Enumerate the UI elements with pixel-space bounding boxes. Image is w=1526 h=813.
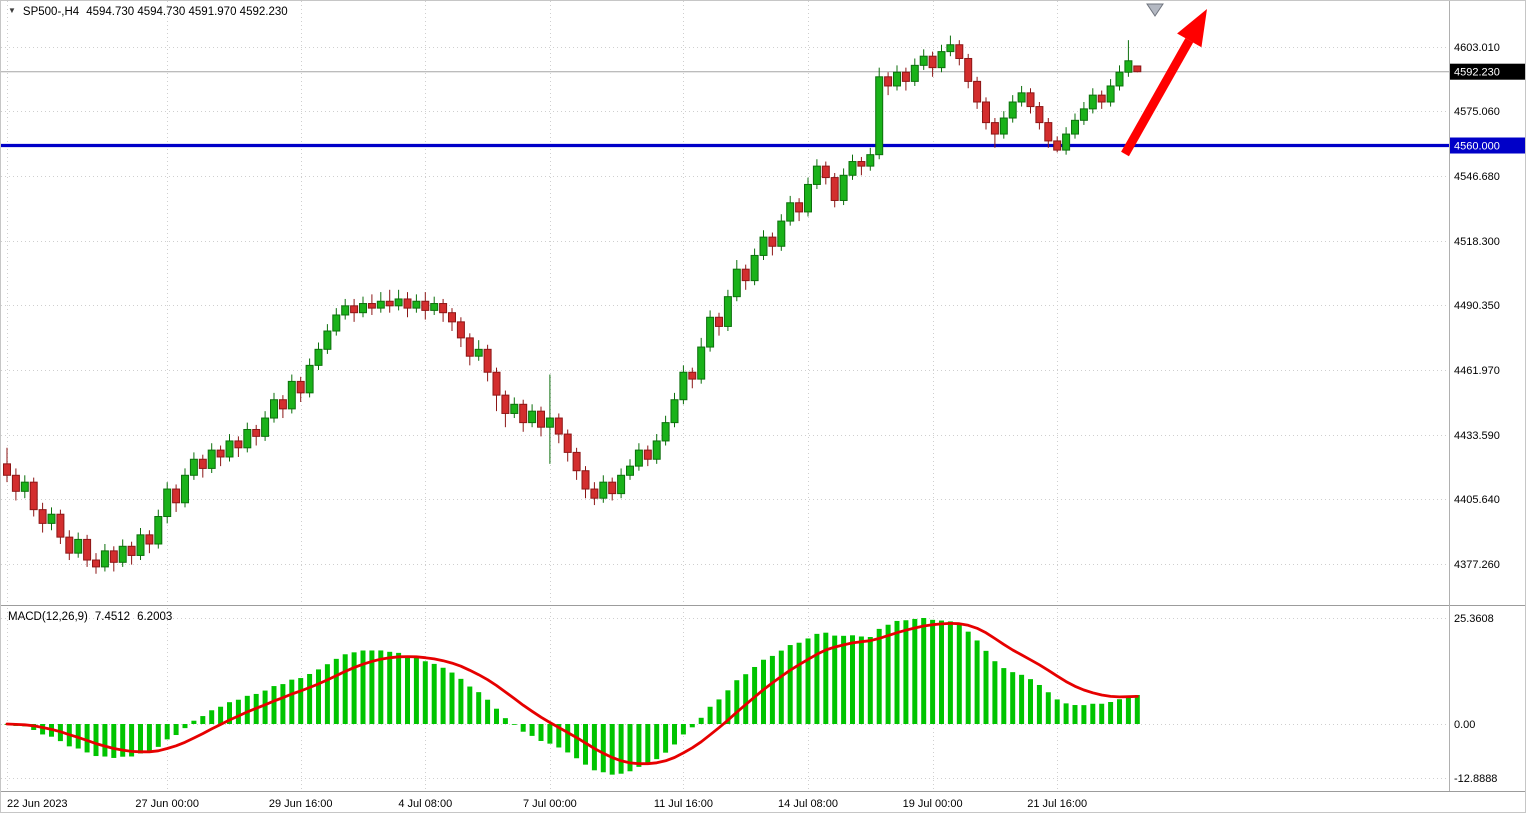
price-axis-label: 4405.640: [1454, 494, 1500, 506]
time-axis-label: 19 Jul 00:00: [903, 798, 963, 810]
macd-signal-value: 6.2003: [137, 611, 173, 623]
current-price-label: 4592.230: [1454, 67, 1500, 79]
macd-axis[interactable]: 25.3608 0.00 -12.8888: [1454, 613, 1497, 785]
price-axis-label: 4461.970: [1454, 365, 1500, 377]
time-axis[interactable]: 22 Jun 2023 27 Jun 00:00 29 Jun 16:00 4 Jul…: [7, 798, 1087, 810]
macd-axis-label: 25.3608: [1454, 613, 1494, 625]
support-price-label: 4560.000: [1454, 141, 1500, 153]
symbol-dropdown-icon[interactable]: ▼: [8, 6, 16, 15]
panel-separators: [1, 1, 1525, 792]
macd-signal-line: [5, 622, 1139, 766]
macd-header: MACD(12,26,9) 7.4512 6.2003: [8, 611, 172, 623]
price-axis-label: 4433.590: [1454, 430, 1500, 442]
trend-arrow[interactable]: [1121, 9, 1207, 157]
macd-histogram: [4, 617, 1140, 775]
price-axis-label: 4575.060: [1454, 106, 1500, 118]
price-axis-label: 4490.350: [1454, 300, 1500, 312]
time-axis-label: 7 Jul 00:00: [523, 798, 577, 810]
top-marker-triangle: [1146, 3, 1164, 17]
macd-main-value: 7.4512: [94, 611, 131, 623]
current-price-label-box: [1450, 63, 1525, 80]
time-axis-label: 14 Jul 08:00: [778, 798, 838, 810]
price-axis-label: 4546.680: [1454, 171, 1500, 183]
price-axis-label: 4518.300: [1454, 236, 1500, 248]
time-axis-label: 29 Jun 16:00: [269, 798, 333, 810]
price-axis-label: 4603.010: [1454, 42, 1500, 54]
candlesticks: [3, 35, 1142, 574]
price-axis-label: 4377.260: [1454, 559, 1500, 571]
macd-axis-label: 0.00: [1454, 719, 1475, 731]
time-axis-label: 22 Jun 2023: [7, 798, 68, 810]
time-axis-label: 11 Jul 16:00: [654, 798, 713, 810]
support-price-label-box: [1450, 137, 1525, 154]
chart-header: ▼ SP500-,H4 4594.730 4594.730 4591.970 4…: [8, 6, 288, 18]
macd-indicator-label: MACD(12,26,9): [8, 611, 88, 623]
time-axis-label: 4 Jul 08:00: [398, 798, 452, 810]
time-axis-label: 27 Jun 00:00: [135, 798, 199, 810]
ohlc-values-label: 4594.730 4594.730 4591.970 4592.230: [86, 6, 288, 18]
time-axis-label: 21 Jul 16:00: [1027, 798, 1087, 810]
price-axis[interactable]: 4603.010 4575.060 4546.680 4518.300 4490.350…: [1450, 42, 1525, 571]
symbol-period-label: SP500-,H4: [22, 6, 80, 18]
macd-axis-label: -12.8888: [1454, 773, 1497, 785]
gridlines: [1, 1, 1449, 791]
